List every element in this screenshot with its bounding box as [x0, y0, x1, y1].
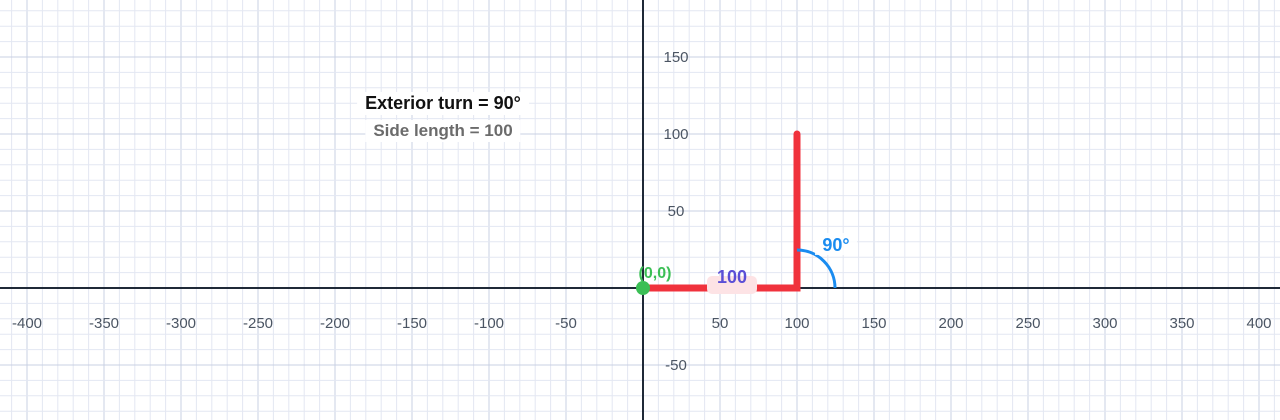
x-tick-label: 100 [784, 315, 809, 332]
y-tick-label: 50 [668, 203, 685, 220]
y-tick-label: 100 [663, 126, 688, 143]
x-tick-label: 350 [1169, 315, 1194, 332]
origin-label: (0,0) [639, 265, 672, 282]
turtle-drawing: 90° 100 (0,0) [636, 130, 857, 295]
y-tick-label: 150 [663, 49, 688, 66]
x-tick-label: -350 [89, 315, 119, 332]
turn-angle-label: 90° [822, 235, 849, 255]
x-tick-label: -100 [474, 315, 504, 332]
side-length-label: Side length = 100 [365, 120, 521, 142]
tick-labels: -400 -350 -300 -250 -200 -150 -100 -50 50 100 150 2… [12, 49, 1272, 374]
turtle-path [639, 130, 801, 292]
exterior-turn-label: Exterior turn = 90° [357, 92, 529, 115]
x-tick-label: 200 [938, 315, 963, 332]
turn-angle-arc [796, 248, 837, 289]
origin-point [636, 281, 650, 295]
x-tick-label: 50 [712, 315, 729, 332]
side-label-bg [707, 276, 757, 294]
y-tick-label: -50 [665, 357, 687, 374]
x-tick-label: 150 [861, 315, 886, 332]
angle-label-bg [815, 233, 857, 255]
x-tick-label: 300 [1092, 315, 1117, 332]
x-tick-label: -400 [12, 315, 42, 332]
x-tick-label: -200 [320, 315, 350, 332]
x-tick-label: -250 [243, 315, 273, 332]
x-tick-label: 250 [1015, 315, 1040, 332]
x-tick-label: 400 [1246, 315, 1271, 332]
x-tick-label: -300 [166, 315, 196, 332]
x-tick-label: -50 [555, 315, 577, 332]
x-tick-label: -150 [397, 315, 427, 332]
side-length-value-label: 100 [717, 267, 747, 287]
